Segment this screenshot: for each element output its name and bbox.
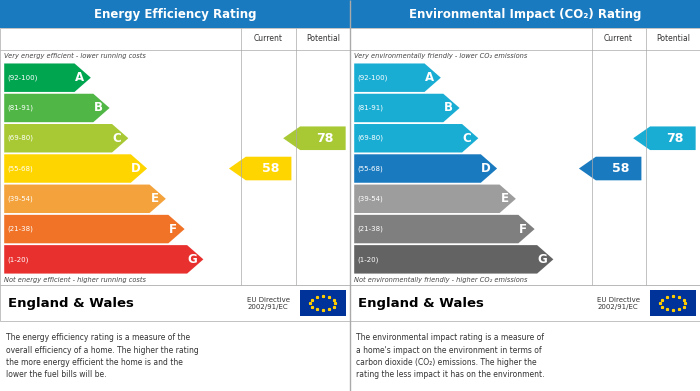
Text: (69-80): (69-80): [7, 135, 33, 142]
Text: 78: 78: [666, 132, 684, 145]
Polygon shape: [354, 154, 497, 183]
Polygon shape: [354, 215, 535, 243]
Text: (1-20): (1-20): [7, 256, 29, 263]
Text: D: D: [131, 162, 141, 175]
Polygon shape: [4, 154, 147, 183]
Text: (55-68): (55-68): [357, 165, 383, 172]
Polygon shape: [4, 94, 110, 122]
Bar: [350, 285, 700, 321]
Text: (69-80): (69-80): [357, 135, 383, 142]
Text: Current: Current: [604, 34, 633, 43]
Polygon shape: [4, 245, 204, 274]
Text: (55-68): (55-68): [7, 165, 33, 172]
Polygon shape: [354, 94, 460, 122]
Text: C: C: [113, 132, 121, 145]
Text: E: E: [500, 192, 508, 205]
Text: (39-54): (39-54): [7, 196, 33, 202]
Polygon shape: [4, 185, 166, 213]
Text: D: D: [481, 162, 491, 175]
Polygon shape: [4, 215, 185, 243]
Text: (92-100): (92-100): [7, 74, 37, 81]
Text: Potential: Potential: [306, 34, 340, 43]
Text: EU Directive
2002/91/EC: EU Directive 2002/91/EC: [597, 297, 640, 310]
Text: EU Directive
2002/91/EC: EU Directive 2002/91/EC: [247, 297, 290, 310]
Polygon shape: [354, 185, 516, 213]
Bar: [300, 291, 346, 316]
Bar: [350, 0, 700, 28]
Text: F: F: [169, 222, 177, 235]
Polygon shape: [579, 157, 641, 180]
Text: 78: 78: [316, 132, 334, 145]
Text: A: A: [75, 71, 84, 84]
Text: (81-91): (81-91): [357, 105, 383, 111]
Text: England & Wales: England & Wales: [358, 297, 484, 310]
Bar: [0, 28, 350, 285]
Polygon shape: [284, 126, 346, 150]
Bar: [650, 291, 696, 316]
Text: Environmental Impact (CO₂) Rating: Environmental Impact (CO₂) Rating: [409, 7, 641, 21]
Polygon shape: [354, 124, 478, 152]
Text: The energy efficiency rating is a measure of the
overall efficiency of a home. T: The energy efficiency rating is a measur…: [6, 334, 198, 379]
Text: The environmental impact rating is a measure of
a home's impact on the environme: The environmental impact rating is a mea…: [356, 334, 544, 379]
Text: Not energy efficient - higher running costs: Not energy efficient - higher running co…: [4, 277, 146, 283]
Text: F: F: [519, 222, 527, 235]
Polygon shape: [4, 63, 91, 92]
Text: G: G: [187, 253, 197, 266]
Bar: [350, 28, 700, 285]
Text: Not environmentally friendly - higher CO₂ emissions: Not environmentally friendly - higher CO…: [354, 277, 528, 283]
Text: Potential: Potential: [656, 34, 690, 43]
Bar: [0, 0, 350, 28]
Text: (92-100): (92-100): [357, 74, 387, 81]
Polygon shape: [229, 157, 291, 180]
Text: England & Wales: England & Wales: [8, 297, 134, 310]
Text: B: B: [444, 102, 453, 115]
Text: G: G: [537, 253, 547, 266]
Text: (21-38): (21-38): [7, 226, 33, 232]
Text: (1-20): (1-20): [357, 256, 379, 263]
Text: E: E: [150, 192, 158, 205]
Text: (39-54): (39-54): [357, 196, 383, 202]
Polygon shape: [634, 126, 696, 150]
Text: Very environmentally friendly - lower CO₂ emissions: Very environmentally friendly - lower CO…: [354, 53, 528, 59]
Text: (81-91): (81-91): [7, 105, 33, 111]
Text: Current: Current: [254, 34, 283, 43]
Polygon shape: [354, 63, 441, 92]
Text: 58: 58: [262, 162, 279, 175]
Text: (21-38): (21-38): [357, 226, 383, 232]
Text: A: A: [425, 71, 434, 84]
Text: B: B: [94, 102, 103, 115]
Bar: [0, 285, 350, 321]
Text: Energy Efficiency Rating: Energy Efficiency Rating: [94, 7, 256, 21]
Polygon shape: [4, 124, 128, 152]
Text: C: C: [463, 132, 471, 145]
Text: 58: 58: [612, 162, 629, 175]
Polygon shape: [354, 245, 554, 274]
Text: Very energy efficient - lower running costs: Very energy efficient - lower running co…: [4, 53, 146, 59]
